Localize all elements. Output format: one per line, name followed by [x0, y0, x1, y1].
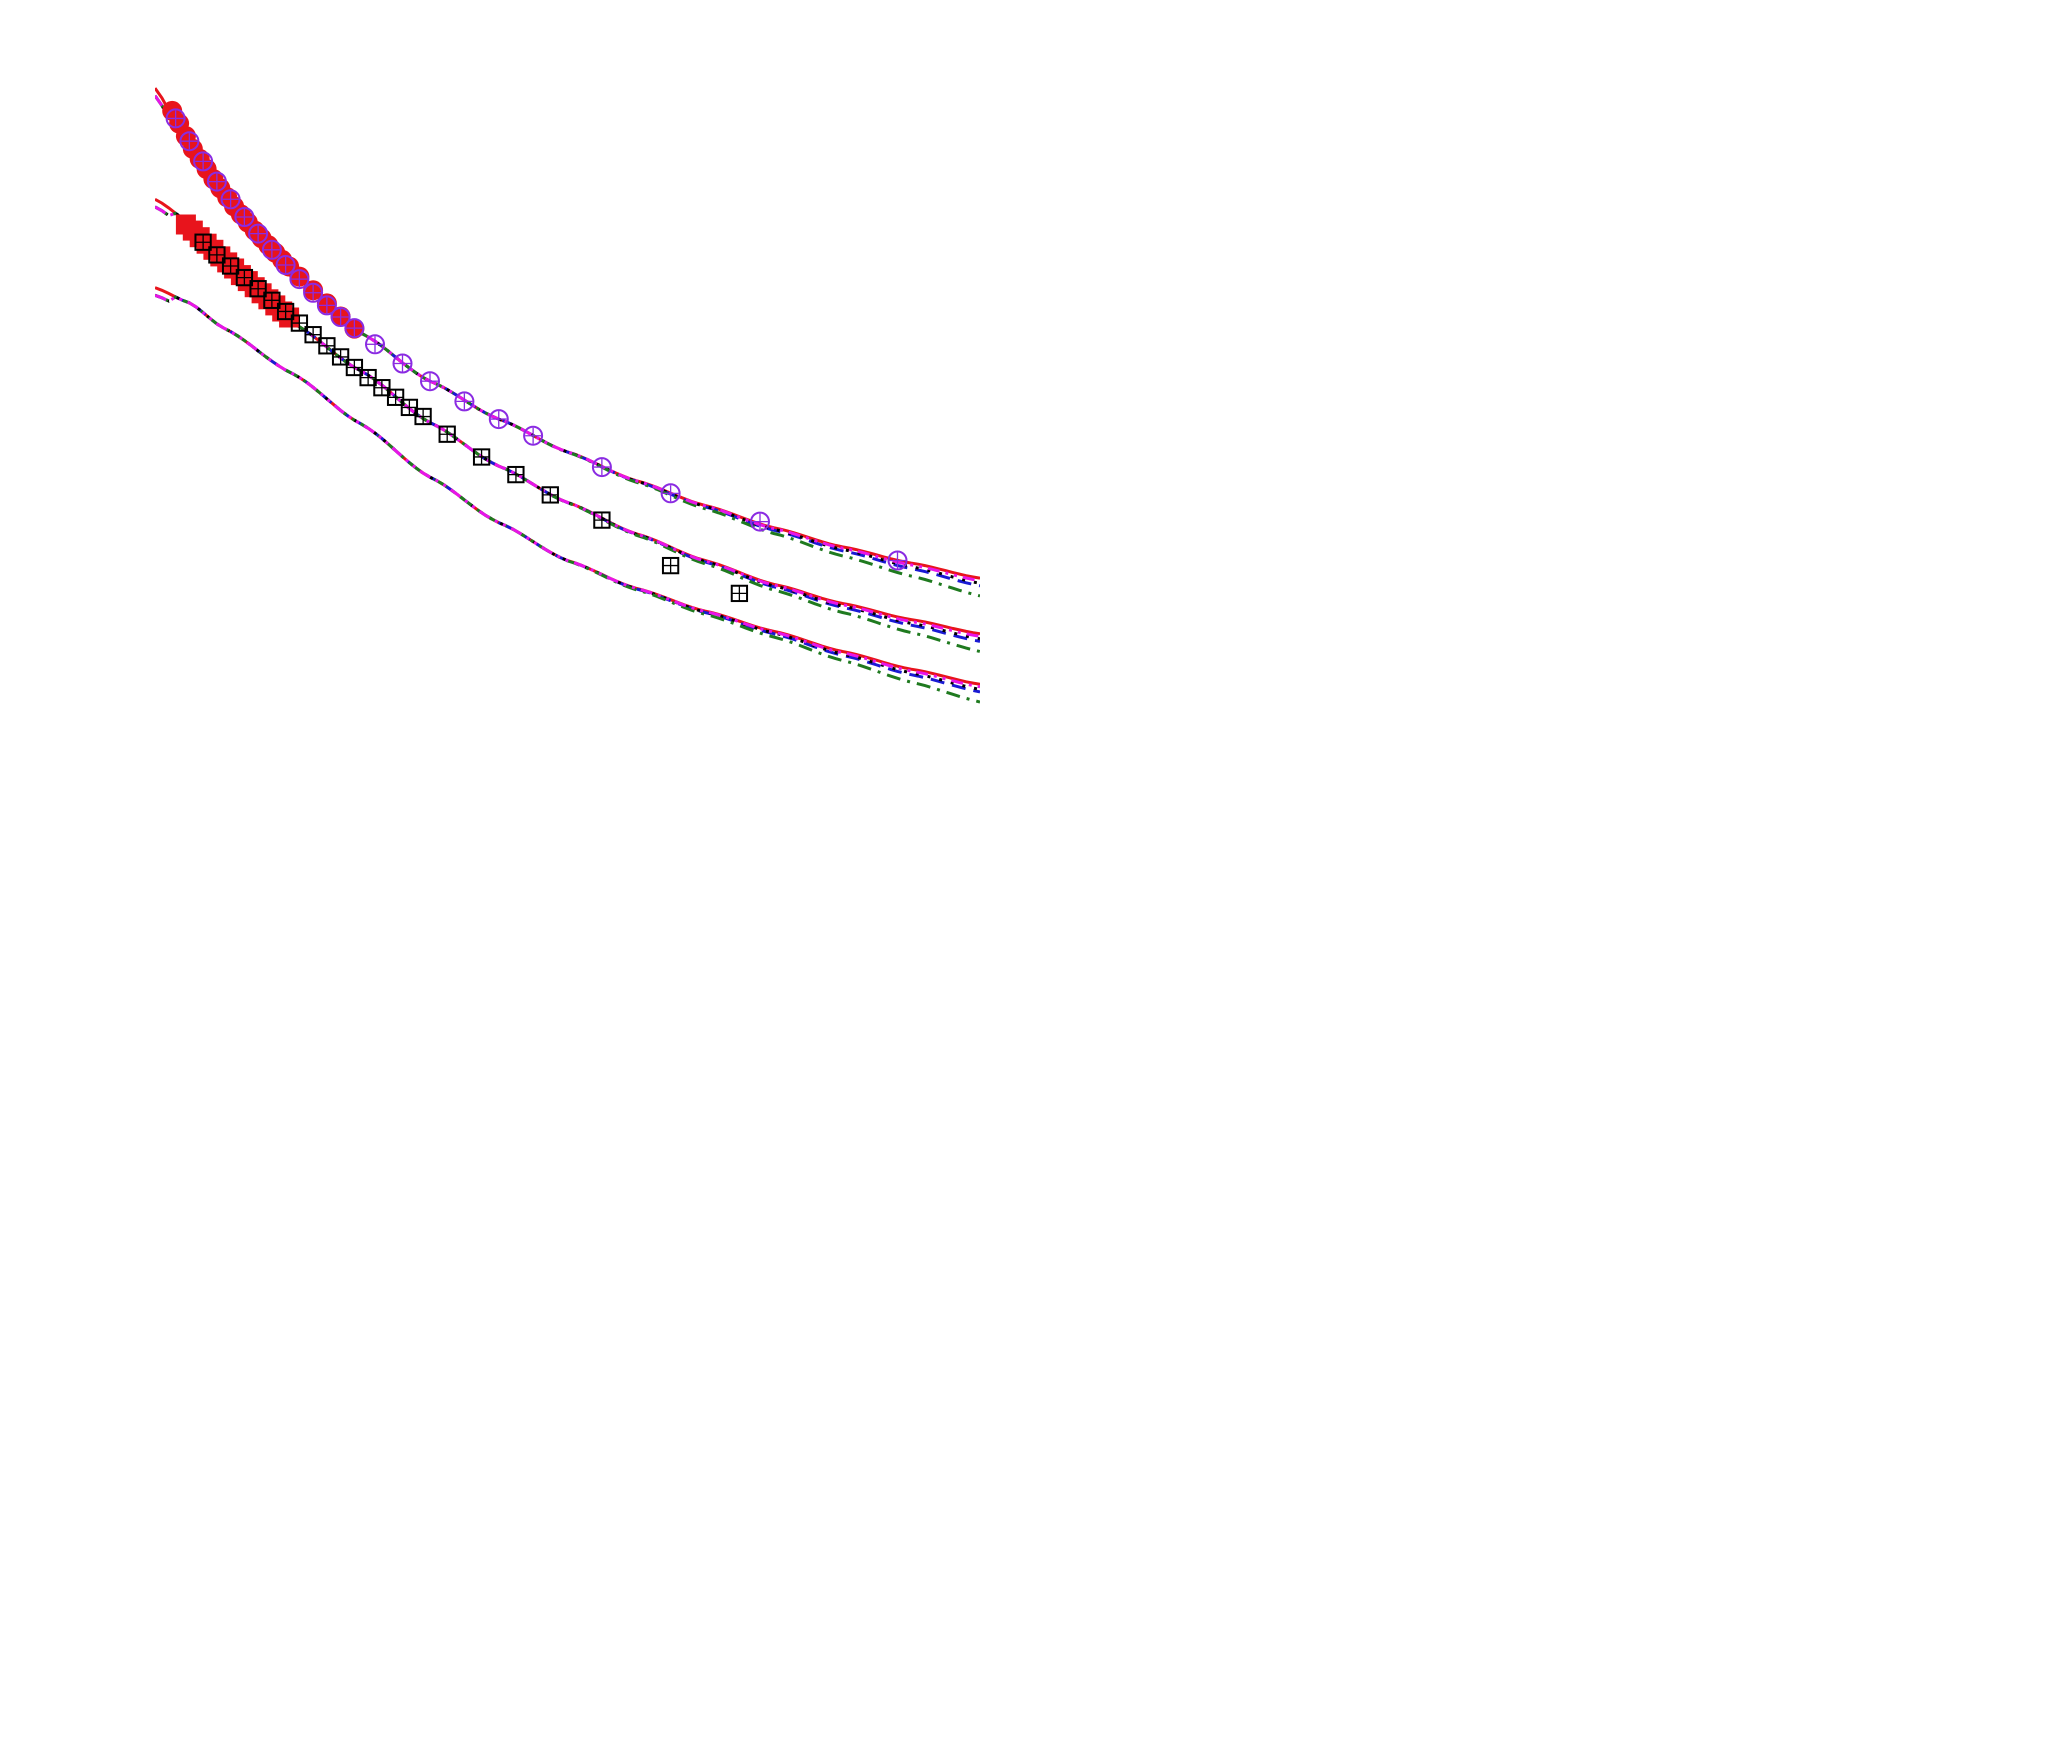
fit-curve-boltzmann-p — [155, 293, 980, 704]
fit-curve-tbw-π — [155, 94, 980, 588]
data-point — [220, 189, 241, 210]
data-point — [488, 409, 509, 430]
series-1 — [165, 108, 908, 571]
data-point — [289, 269, 310, 290]
data-point — [303, 282, 324, 303]
data-point — [660, 483, 681, 504]
data-point — [591, 457, 612, 478]
data-point — [193, 151, 214, 172]
data-point — [523, 425, 544, 446]
data-point — [420, 371, 440, 392]
fit-curve-boltzmann-π — [155, 94, 980, 598]
data-point — [275, 255, 296, 275]
fit-curve-boltzmann-K — [155, 205, 980, 653]
data-point — [750, 511, 770, 532]
data-point — [261, 239, 282, 260]
data-point — [344, 318, 365, 339]
fit-curve-bgbw-p — [155, 286, 980, 686]
fit-curve-tsallis-p — [155, 293, 980, 689]
fit-curve-tbw-p — [155, 293, 980, 694]
data-point — [365, 334, 385, 355]
data-point — [330, 307, 351, 327]
fit-curve-improved-tsallis-p — [155, 293, 980, 691]
data-point — [179, 131, 200, 152]
data-point — [887, 550, 908, 571]
data-points — [162, 100, 908, 603]
series-3 — [194, 233, 749, 603]
fit-curves — [155, 87, 980, 704]
data-point — [206, 171, 227, 192]
fit-curve-improved-tsallis-π — [155, 94, 980, 585]
data-point — [248, 223, 269, 244]
data-point — [279, 307, 300, 328]
data-point — [234, 207, 255, 227]
fit-curve-tsallis-π — [155, 94, 980, 583]
data-point — [165, 108, 186, 129]
data-point — [392, 353, 413, 374]
data-point — [316, 295, 337, 316]
data-point — [454, 391, 475, 412]
fit-curve-bgbw-π — [155, 87, 980, 580]
panel-a — [155, 87, 980, 704]
